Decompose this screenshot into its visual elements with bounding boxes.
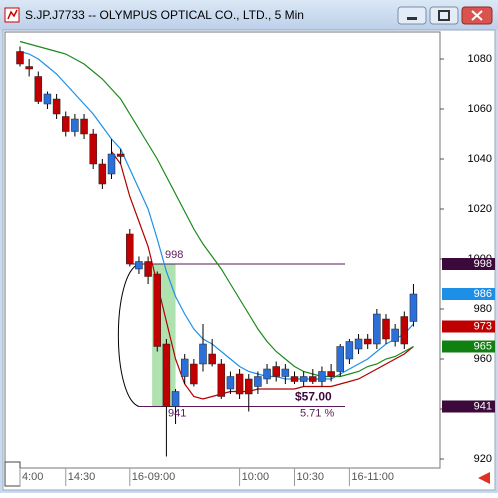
x-tick-label: 4:00 bbox=[22, 471, 43, 483]
price-marker-label: 986 bbox=[474, 288, 492, 300]
y-tick-label: 920 bbox=[474, 453, 492, 465]
x-tick-label: 10:00 bbox=[242, 471, 270, 483]
candle-body bbox=[281, 368, 290, 377]
candle-body bbox=[71, 118, 79, 132]
candle-body bbox=[336, 346, 344, 372]
x-tick-label: 16-09:00 bbox=[132, 471, 175, 483]
candle-body bbox=[363, 338, 372, 345]
candle-body bbox=[382, 318, 390, 340]
candle-body bbox=[98, 163, 107, 185]
close-glyph bbox=[471, 10, 483, 21]
price-marker bbox=[442, 400, 495, 413]
price-marker-label: 973 bbox=[474, 320, 492, 332]
scroll-arrow[interactable] bbox=[478, 472, 490, 484]
measure-arc bbox=[117, 263, 140, 407]
moving-average-line bbox=[19, 40, 414, 378]
candle-body bbox=[263, 368, 271, 380]
candle-body bbox=[107, 153, 116, 175]
candle-body bbox=[171, 391, 180, 407]
app-icon-glyph bbox=[7, 9, 18, 20]
candle-body bbox=[199, 343, 207, 365]
candle-body bbox=[62, 116, 70, 132]
candle-body bbox=[190, 363, 198, 385]
candle-body bbox=[235, 373, 244, 395]
candle-body bbox=[153, 273, 161, 347]
candle-body bbox=[116, 153, 125, 157]
candle-body bbox=[245, 378, 253, 395]
candle-body bbox=[226, 376, 235, 390]
candle-body bbox=[52, 98, 61, 115]
measure-percent-label: 5.71 % bbox=[300, 407, 334, 419]
candle-body bbox=[80, 118, 88, 135]
y-tick-label: 1060 bbox=[468, 103, 492, 115]
candle-body bbox=[318, 371, 326, 382]
candle-body bbox=[299, 376, 308, 382]
price-marker bbox=[442, 340, 495, 353]
y-tick-label: 980 bbox=[474, 303, 492, 315]
candle-body bbox=[327, 371, 335, 377]
candle-body bbox=[373, 313, 381, 345]
measure-end-label: 941 bbox=[168, 407, 186, 419]
maximize-button[interactable] bbox=[429, 6, 459, 25]
price-marker bbox=[442, 258, 495, 270]
y-tick-label: 1040 bbox=[468, 153, 492, 165]
y-tick-label: 1080 bbox=[468, 53, 492, 65]
y-tick-label: 960 bbox=[474, 353, 492, 365]
candle-body bbox=[180, 358, 189, 377]
plot-layer: 998 941 $57.00 5.71 % bbox=[16, 40, 418, 457]
candle-body bbox=[290, 376, 299, 382]
x-tick-label: 10:30 bbox=[297, 471, 325, 483]
candle-body bbox=[144, 261, 152, 277]
maximize-glyph bbox=[438, 10, 450, 21]
x-tick-label: 16-11:00 bbox=[351, 471, 394, 483]
candle-body bbox=[34, 76, 43, 102]
price-marker-label: 998 bbox=[474, 258, 492, 270]
candle-body bbox=[208, 353, 216, 365]
candle-body bbox=[25, 66, 33, 70]
moving-average-line bbox=[19, 50, 414, 380]
candle-body bbox=[400, 316, 409, 345]
candle-body bbox=[16, 51, 24, 65]
scroll-box[interactable] bbox=[4, 461, 21, 487]
y-tick-label: 1020 bbox=[468, 203, 492, 215]
candle-body bbox=[43, 93, 52, 105]
moving-average-line bbox=[111, 151, 414, 400]
candle-body bbox=[217, 363, 226, 397]
candle-body bbox=[345, 341, 354, 360]
price-marker-label: 965 bbox=[474, 340, 492, 352]
candle-body bbox=[309, 376, 317, 382]
measure-start-label: 998 bbox=[165, 249, 183, 261]
window-title: S.JP.J7733 -- OLYMPUS OPTICAL CO., LTD.,… bbox=[25, 8, 304, 22]
axis-layer: 920940960980100010201040106010804:0014:3… bbox=[19, 53, 495, 486]
price-marker bbox=[442, 288, 495, 300]
candle-body bbox=[254, 376, 262, 387]
candle-body bbox=[272, 366, 280, 377]
plot-area bbox=[4, 31, 441, 469]
measure-change-label: $57.00 bbox=[295, 390, 332, 404]
price-marker-label: 941 bbox=[474, 400, 492, 412]
x-tick-label: 14:30 bbox=[68, 471, 96, 483]
candle-body bbox=[89, 133, 97, 165]
price-marker bbox=[442, 320, 495, 333]
candle-body bbox=[135, 261, 143, 270]
candle-body bbox=[354, 338, 363, 350]
candle-body bbox=[126, 233, 134, 265]
minimize-glyph bbox=[407, 17, 417, 20]
candle-body bbox=[162, 343, 171, 407]
minimize-button[interactable] bbox=[397, 6, 427, 25]
candle-body bbox=[409, 293, 418, 322]
candle-body bbox=[391, 328, 399, 342]
